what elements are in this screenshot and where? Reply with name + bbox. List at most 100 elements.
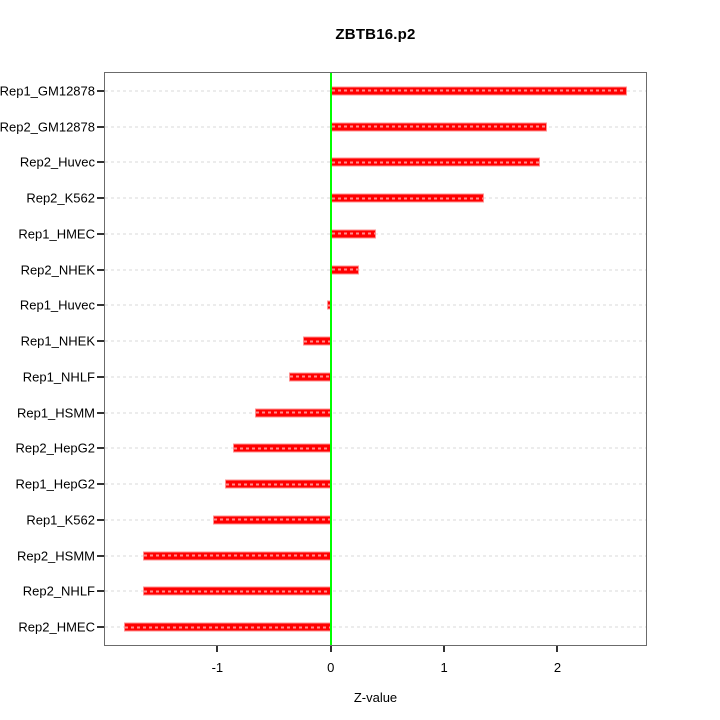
- gridline: [105, 519, 646, 521]
- x-axis-title: Z-value: [353, 690, 398, 705]
- bar-center-dash: [328, 304, 330, 307]
- bar-row: Rep1_NHEK: [21, 323, 646, 359]
- y-axis-tick: [97, 447, 104, 450]
- x-axis-tick-label: -1: [211, 660, 224, 675]
- bar-row: Rep1_GM12878: [0, 73, 646, 109]
- bar: [224, 479, 331, 489]
- bar-row: Rep2_NHEK: [21, 252, 646, 288]
- y-axis-tick: [97, 483, 104, 486]
- x-axis-tick-label: 2: [553, 660, 562, 675]
- bar-row: Rep2_HepG2: [16, 431, 646, 467]
- y-axis-tick: [97, 125, 104, 128]
- bar: [330, 157, 540, 167]
- category-label: Rep2_HSMM: [16, 548, 95, 564]
- bar-row: Rep1_K562: [26, 502, 646, 538]
- category-label: Rep2_K562: [26, 190, 95, 206]
- y-axis-tick: [97, 411, 104, 414]
- bar: [330, 265, 360, 275]
- bar-row: Rep1_HSMM: [17, 395, 646, 431]
- bar: [330, 122, 547, 132]
- bar-center-dash: [225, 483, 330, 486]
- category-label: Rep2_NHLF: [22, 583, 95, 599]
- bar-center-dash: [144, 554, 330, 557]
- category-label: Rep1_GM12878: [0, 83, 95, 99]
- y-axis-tick: [97, 232, 104, 235]
- bar: [255, 408, 331, 418]
- category-label: Rep1_Huvec: [19, 297, 95, 313]
- y-axis-tick: [97, 161, 104, 164]
- y-axis-tick: [97, 89, 104, 92]
- y-axis-tick: [97, 304, 104, 307]
- bar-center-dash: [303, 340, 330, 343]
- bar-row: Rep2_NHLF: [23, 574, 646, 610]
- gridline: [105, 626, 646, 628]
- x-axis-tick: [443, 646, 446, 652]
- bar-center-dash: [331, 125, 546, 128]
- bar-center-dash: [290, 375, 330, 378]
- y-axis-tick: [97, 375, 104, 378]
- category-label: Rep2_HepG2: [15, 440, 96, 456]
- bar-row: Rep1_Huvec: [20, 288, 646, 324]
- bar: [143, 586, 331, 596]
- y-axis-tick: [97, 626, 104, 629]
- gridline: [105, 304, 646, 306]
- bar-center-dash: [331, 232, 376, 235]
- bar: [330, 229, 377, 239]
- y-axis-tick: [97, 197, 104, 200]
- bar-center-dash: [125, 626, 330, 629]
- gridline: [105, 555, 646, 557]
- bar-center-dash: [144, 590, 330, 593]
- x-axis-tick-label: 1: [440, 660, 448, 675]
- zero-line: [329, 73, 332, 645]
- category-label: Rep1_HepG2: [15, 476, 96, 492]
- bar: [330, 193, 485, 203]
- bar: [213, 515, 331, 525]
- bar-center-dash: [331, 268, 359, 271]
- x-axis-tick: [216, 646, 219, 652]
- bar-center-dash: [233, 447, 330, 450]
- bar: [289, 372, 331, 382]
- bar: [302, 336, 331, 346]
- bar-center-dash: [256, 411, 330, 414]
- bar-row: Rep1_HMEC: [18, 216, 646, 252]
- bar-center-dash: [331, 89, 626, 92]
- category-label: Rep1_NHLF: [22, 369, 95, 385]
- x-axis: -1 0 1 2: [104, 646, 647, 680]
- plot-area: Rep1_GM12878 Rep2_GM12878 Rep2_Huvec Rep2_K…: [0, 72, 647, 646]
- bar: [143, 551, 331, 561]
- gridline: [105, 269, 646, 271]
- x-axis-tick: [556, 646, 559, 652]
- y-axis-tick: [97, 554, 104, 557]
- chart-title: ZBTB16.p2: [335, 26, 416, 43]
- bar-center-dash: [331, 197, 484, 200]
- gridline: [105, 376, 646, 378]
- category-label: Rep2_GM12878: [0, 119, 95, 135]
- gridline: [105, 340, 646, 342]
- category-label: Rep1_K562: [26, 512, 95, 528]
- bar-center-dash: [331, 161, 539, 164]
- y-axis-tick: [97, 340, 104, 343]
- category-label: Rep1_HMEC: [18, 226, 95, 242]
- category-label: Rep1_NHEK: [20, 333, 95, 349]
- bar: [124, 622, 331, 632]
- category-label: Rep1_HSMM: [16, 405, 95, 421]
- y-axis-tick: [97, 268, 104, 271]
- bar-row: Rep2_Huvec: [20, 145, 646, 181]
- x-axis-tick-label: 0: [327, 660, 335, 675]
- y-axis-tick: [97, 590, 104, 593]
- gridline: [105, 447, 646, 449]
- bar-row: Rep2_GM12878: [0, 109, 646, 145]
- y-axis-tick: [97, 518, 104, 521]
- bar: [232, 443, 331, 453]
- bar-row: Rep2_K562: [26, 180, 646, 216]
- x-axis-tick: [329, 646, 332, 652]
- gridline: [105, 590, 646, 592]
- bar-row: Rep1_HepG2: [16, 466, 646, 502]
- gridline: [105, 483, 646, 485]
- category-label: Rep2_HMEC: [18, 619, 95, 635]
- bar-rows: Rep1_GM12878 Rep2_GM12878 Rep2_Huvec Rep2_K…: [0, 73, 646, 645]
- bar: [330, 86, 627, 96]
- bar-row: Rep2_HMEC: [18, 609, 646, 645]
- category-label: Rep2_Huvec: [19, 154, 95, 170]
